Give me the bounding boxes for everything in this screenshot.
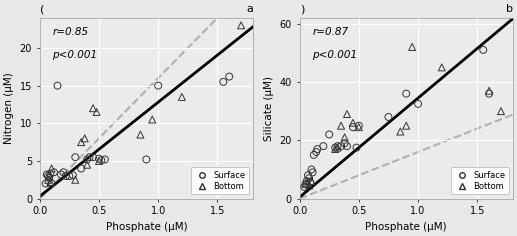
Point <box>77 140 85 144</box>
Point <box>48 182 56 185</box>
Point <box>69 173 77 177</box>
Legend: Surface, Bottom: Surface, Bottom <box>451 167 509 194</box>
Point <box>343 144 351 148</box>
Point <box>43 173 51 177</box>
Point <box>402 92 410 96</box>
Point <box>44 174 52 178</box>
Point <box>302 179 311 183</box>
Point <box>81 136 89 140</box>
Point <box>142 158 150 161</box>
Point <box>485 89 493 93</box>
Point <box>136 133 145 136</box>
Point <box>97 158 105 162</box>
Point <box>225 75 233 78</box>
Text: (: ( <box>40 4 44 14</box>
Point <box>237 23 245 27</box>
Point <box>325 133 333 136</box>
Point <box>341 135 349 139</box>
Point <box>485 92 493 96</box>
Point <box>310 153 318 157</box>
Point <box>319 144 327 148</box>
Point <box>305 176 313 180</box>
Point <box>62 174 70 178</box>
Point <box>402 124 410 128</box>
Point <box>46 180 54 184</box>
Point <box>301 182 310 186</box>
Point <box>154 84 162 88</box>
Point <box>307 168 315 171</box>
Text: a: a <box>246 4 253 14</box>
Point <box>304 181 312 185</box>
Point <box>85 155 94 159</box>
Point <box>343 112 351 116</box>
Legend: Surface, Bottom: Surface, Bottom <box>191 167 249 194</box>
Point <box>71 155 80 159</box>
Point <box>301 182 310 186</box>
Point <box>306 181 314 185</box>
Point <box>353 146 361 149</box>
X-axis label: Phosphate (μM): Phosphate (μM) <box>366 222 447 232</box>
Point <box>408 45 416 49</box>
Point <box>46 172 54 176</box>
Point <box>396 130 404 133</box>
Point <box>93 110 101 114</box>
Point <box>309 170 317 174</box>
Point <box>355 125 363 129</box>
Point <box>65 174 73 178</box>
Point <box>333 146 342 149</box>
Point <box>77 167 85 170</box>
Point <box>83 163 92 167</box>
Text: r=0.87: r=0.87 <box>312 27 348 37</box>
Point <box>44 178 52 182</box>
Point <box>45 176 53 179</box>
Point <box>304 173 312 177</box>
Text: b: b <box>506 4 513 14</box>
Point <box>50 170 58 174</box>
Point <box>57 173 65 177</box>
Point <box>333 144 342 148</box>
Text: p<0.001: p<0.001 <box>53 50 98 60</box>
Point <box>341 141 349 145</box>
Y-axis label: Nitrogen (μM): Nitrogen (μM) <box>4 72 14 144</box>
Point <box>83 158 92 161</box>
Point <box>349 125 357 129</box>
Point <box>349 121 357 125</box>
Point <box>101 158 109 161</box>
Point <box>95 157 103 160</box>
Point <box>71 178 80 182</box>
Point <box>45 174 53 178</box>
Point <box>331 147 339 151</box>
Point <box>331 146 339 149</box>
Point <box>48 167 56 170</box>
Point <box>307 179 315 183</box>
Point <box>337 144 345 148</box>
Point <box>41 182 50 185</box>
Point <box>479 48 488 52</box>
Point <box>384 115 392 119</box>
Point <box>59 170 68 174</box>
Point <box>53 84 62 88</box>
Point <box>178 95 186 99</box>
Point <box>148 118 157 121</box>
Point <box>305 184 313 187</box>
Point <box>312 150 321 154</box>
X-axis label: Phosphate (μM): Phosphate (μM) <box>105 222 187 232</box>
Text: p<0.001: p<0.001 <box>312 50 358 60</box>
Point <box>89 106 97 110</box>
Text: ): ) <box>300 4 304 14</box>
Point <box>437 66 446 69</box>
Point <box>313 147 322 151</box>
Point <box>337 124 345 128</box>
Point <box>497 109 505 113</box>
Y-axis label: Silicate (μM): Silicate (μM) <box>264 76 274 141</box>
Point <box>95 159 103 163</box>
Point <box>414 102 422 106</box>
Point <box>300 185 309 189</box>
Text: r=0.85: r=0.85 <box>53 27 88 37</box>
Point <box>219 80 227 84</box>
Point <box>355 124 363 128</box>
Point <box>89 155 97 159</box>
